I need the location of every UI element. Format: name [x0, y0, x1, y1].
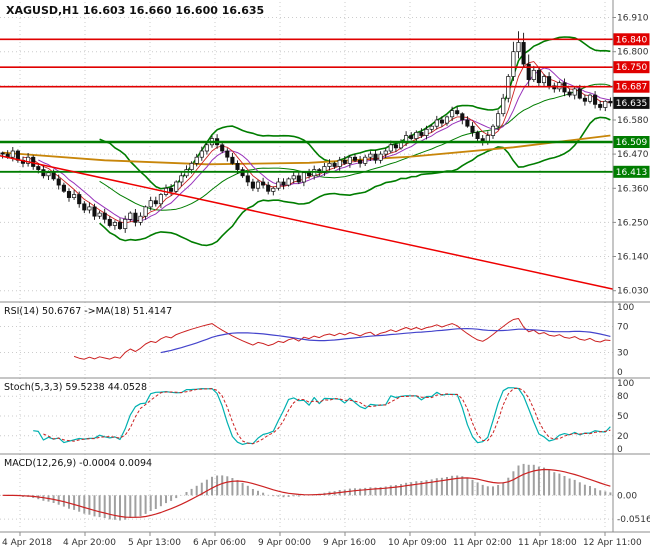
svg-text:0: 0 [617, 445, 623, 455]
svg-text:80: 80 [617, 392, 629, 402]
svg-text:100: 100 [617, 379, 634, 389]
svg-text:16.140: 16.140 [617, 253, 649, 263]
svg-text:16.800: 16.800 [617, 48, 649, 58]
svg-text:10 Apr 09:00: 10 Apr 09:00 [388, 538, 447, 548]
svg-text:70: 70 [617, 323, 629, 333]
svg-text:6 Apr 06:00: 6 Apr 06:00 [193, 538, 246, 548]
svg-text:16.030: 16.030 [617, 287, 649, 297]
svg-text:5 Apr 13:00: 5 Apr 13:00 [128, 538, 181, 548]
svg-text:16.840: 16.840 [616, 35, 648, 45]
svg-text:-0.0516: -0.0516 [617, 515, 650, 525]
svg-text:16.687: 16.687 [616, 83, 648, 93]
svg-text:16.910: 16.910 [617, 14, 649, 24]
svg-text:16.580: 16.580 [617, 116, 649, 126]
svg-text:11 Apr 02:00: 11 Apr 02:00 [453, 538, 512, 548]
svg-text:30: 30 [617, 349, 629, 359]
svg-text:100: 100 [617, 303, 634, 313]
svg-text:16.509: 16.509 [616, 138, 648, 148]
svg-text:16.750: 16.750 [616, 63, 648, 73]
svg-text:16.470: 16.470 [617, 150, 649, 160]
svg-text:4 Apr 2018: 4 Apr 2018 [2, 538, 52, 548]
svg-text:16.413: 16.413 [616, 168, 648, 178]
svg-text:20: 20 [617, 432, 629, 442]
svg-text:16.635: 16.635 [616, 99, 648, 109]
svg-text:9 Apr 16:00: 9 Apr 16:00 [323, 538, 376, 548]
svg-text:12 Apr 11:00: 12 Apr 11:00 [583, 538, 642, 548]
svg-text:16.250: 16.250 [617, 218, 649, 228]
svg-text:16.360: 16.360 [617, 184, 649, 194]
svg-text:0.00: 0.00 [617, 491, 637, 501]
svg-text:50: 50 [617, 412, 629, 422]
svg-text:0: 0 [617, 368, 623, 378]
svg-text:9 Apr 00:00: 9 Apr 00:00 [258, 538, 311, 548]
svg-text:11 Apr 18:00: 11 Apr 18:00 [518, 538, 577, 548]
svg-text:4 Apr 20:00: 4 Apr 20:00 [63, 538, 116, 548]
